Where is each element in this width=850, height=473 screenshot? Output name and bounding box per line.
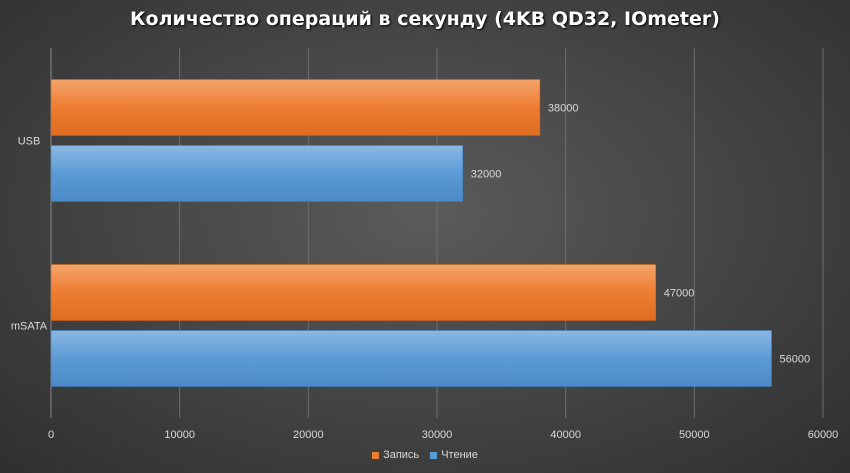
legend-label-read: Чтение	[441, 449, 478, 461]
legend-item-read: Чтение	[430, 449, 478, 461]
bar-read	[50, 145, 463, 202]
bar-read	[50, 330, 772, 387]
category-label: mSATA	[11, 321, 48, 333]
data-label: 56000	[780, 354, 811, 366]
bar-write	[50, 264, 656, 321]
legend: Запись Чтение	[0, 449, 850, 461]
bar-write	[50, 79, 541, 136]
x-tick-label: 20000	[293, 429, 324, 441]
x-tick-label: 40000	[550, 429, 581, 441]
legend-item-write: Запись	[372, 449, 419, 461]
x-tick-label: 30000	[422, 429, 453, 441]
x-tick-label: 0	[48, 429, 54, 441]
legend-swatch-write	[372, 451, 380, 459]
data-label: 47000	[664, 288, 695, 300]
category-label: USB	[18, 136, 41, 148]
legend-swatch-read	[430, 451, 438, 459]
x-tick-label: 10000	[164, 429, 195, 441]
x-tick-label: 50000	[679, 429, 710, 441]
data-label: 38000	[548, 103, 579, 115]
x-tick-label: 60000	[808, 429, 839, 441]
data-label: 32000	[471, 169, 502, 181]
chart-title: Количество операций в секунду (4KB QD32,…	[130, 8, 720, 30]
legend-label-write: Запись	[383, 449, 420, 461]
